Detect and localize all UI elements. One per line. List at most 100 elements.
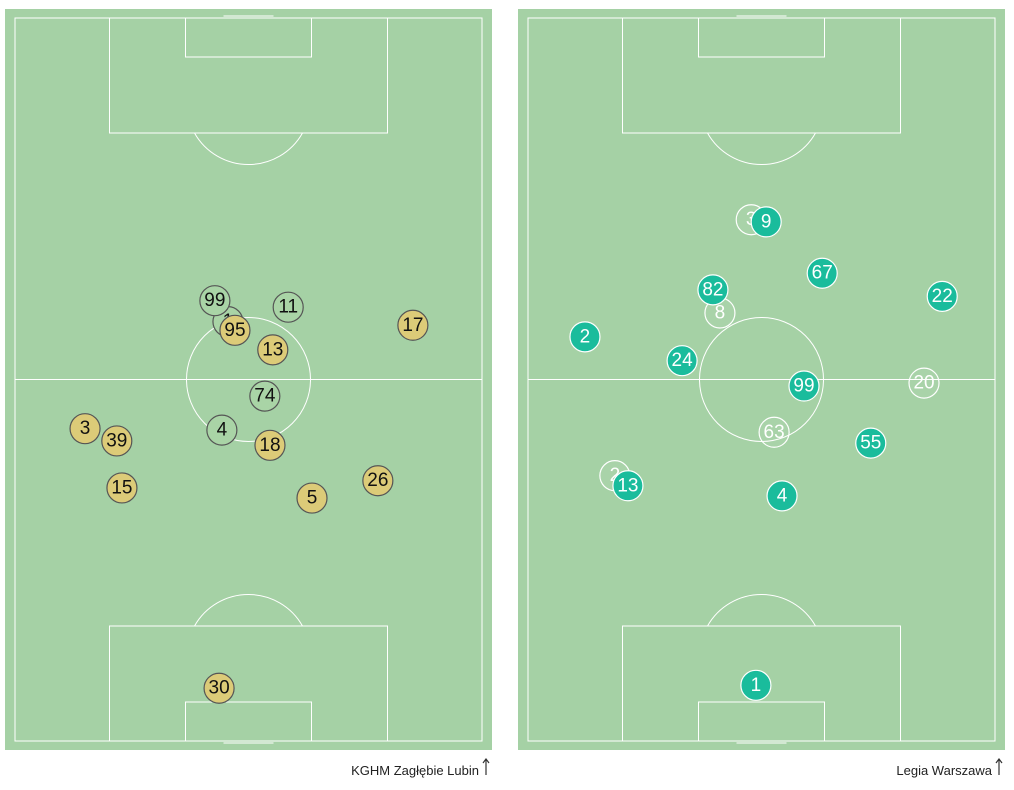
player-dot xyxy=(750,206,782,238)
player-number: 63 xyxy=(764,422,785,443)
player-number: 99 xyxy=(204,290,225,311)
pitch-line xyxy=(698,701,825,742)
player-marker: 15 xyxy=(106,472,138,504)
pitch-line xyxy=(185,701,312,742)
player-dot xyxy=(69,413,101,445)
team-name: Legia Warszawa xyxy=(896,763,992,778)
player-number: 26 xyxy=(367,470,388,491)
player-number: 11 xyxy=(278,297,298,318)
player-marker: 9 xyxy=(750,206,782,238)
player-number: 13 xyxy=(262,339,283,360)
player-number: 67 xyxy=(812,263,833,284)
player-marker: 30 xyxy=(203,672,235,704)
player-marker: 39 xyxy=(101,425,133,457)
player-marker: 5 xyxy=(296,482,328,514)
player-dot xyxy=(855,427,887,459)
player-marker: 82 xyxy=(697,274,729,306)
player-dot xyxy=(740,669,772,701)
pitch-line xyxy=(707,132,816,166)
team-name: KGHM Zagłębie Lubin xyxy=(351,763,479,778)
player-dot xyxy=(257,334,289,366)
pitch-line xyxy=(185,17,312,58)
player-dot xyxy=(203,672,235,704)
player-number: 30 xyxy=(209,678,230,699)
player-dot xyxy=(926,280,958,312)
player-marker: 20 xyxy=(908,367,940,399)
player-number: 20 xyxy=(913,373,934,394)
direction-arrow xyxy=(995,758,1003,775)
player-marker: 99 xyxy=(199,285,231,317)
player-number: 13 xyxy=(617,475,638,496)
pitch-line xyxy=(194,593,303,627)
player-dot xyxy=(788,370,820,402)
player-marker: 26 xyxy=(362,465,394,497)
player-dot xyxy=(666,345,698,377)
player-dot xyxy=(272,291,304,323)
player-dot xyxy=(697,274,729,306)
pitch-line xyxy=(698,17,825,58)
player-marker: 55 xyxy=(855,427,887,459)
player-marker: 99 xyxy=(788,370,820,402)
player-marker: 4 xyxy=(206,414,238,446)
player-dot xyxy=(397,309,429,341)
player-dot xyxy=(254,429,286,461)
player-number: 4 xyxy=(217,420,228,441)
player-number: 4 xyxy=(777,485,788,506)
player-number: 82 xyxy=(702,279,723,300)
player-marker: 13 xyxy=(612,470,644,502)
player-number: 15 xyxy=(111,477,132,498)
player-marker: 67 xyxy=(806,257,838,289)
player-marker: 17 xyxy=(397,309,429,341)
player-number: 22 xyxy=(932,286,953,307)
player-marker: 63 xyxy=(758,416,790,448)
pitch-line xyxy=(707,593,816,627)
player-number: 8 xyxy=(715,302,726,323)
player-number: 24 xyxy=(672,350,694,371)
player-marker: 95 xyxy=(219,314,251,346)
player-number: 9 xyxy=(761,211,772,232)
player-number: 5 xyxy=(307,488,318,509)
player-marker: 2 xyxy=(569,321,601,353)
pitch-line xyxy=(186,317,311,442)
player-number: 2 xyxy=(610,465,621,486)
player-marker: 22 xyxy=(926,280,958,312)
player-dot xyxy=(758,416,790,448)
player-dot xyxy=(101,425,133,457)
player-marker: 4 xyxy=(766,480,798,512)
pitch: 19911744179513339151852630 xyxy=(5,9,492,750)
player-number: 2 xyxy=(580,326,591,347)
player-dot xyxy=(199,285,231,317)
player-number: 17 xyxy=(402,315,423,336)
pitch: 3820632967822222499551341 xyxy=(518,9,1005,750)
player-dot xyxy=(612,470,644,502)
player-number: 74 xyxy=(254,386,276,407)
player-marker: 74 xyxy=(249,380,281,412)
player-number: 3 xyxy=(80,418,91,439)
player-dot xyxy=(766,480,798,512)
player-dot xyxy=(908,367,940,399)
player-marker: 18 xyxy=(254,429,286,461)
player-dot xyxy=(206,414,238,446)
player-number: 95 xyxy=(224,320,245,341)
player-number: 1 xyxy=(751,675,762,696)
player-number: 18 xyxy=(259,435,280,456)
player-marker: 24 xyxy=(666,345,698,377)
player-dot xyxy=(106,472,138,504)
player-marker: 11 xyxy=(272,291,304,323)
player-number: 99 xyxy=(793,376,814,397)
player-dot xyxy=(569,321,601,353)
player-marker: 3 xyxy=(69,413,101,445)
pitch-line xyxy=(194,132,303,166)
player-number: 39 xyxy=(106,430,127,451)
player-number: 55 xyxy=(860,433,881,454)
direction-arrow xyxy=(482,758,490,775)
player-dot xyxy=(219,314,251,346)
pitch-line xyxy=(699,317,824,442)
player-marker: 13 xyxy=(257,334,289,366)
player-dot xyxy=(362,465,394,497)
player-dot xyxy=(296,482,328,514)
player-marker: 1 xyxy=(740,669,772,701)
player-dot xyxy=(806,257,838,289)
player-dot xyxy=(249,380,281,412)
